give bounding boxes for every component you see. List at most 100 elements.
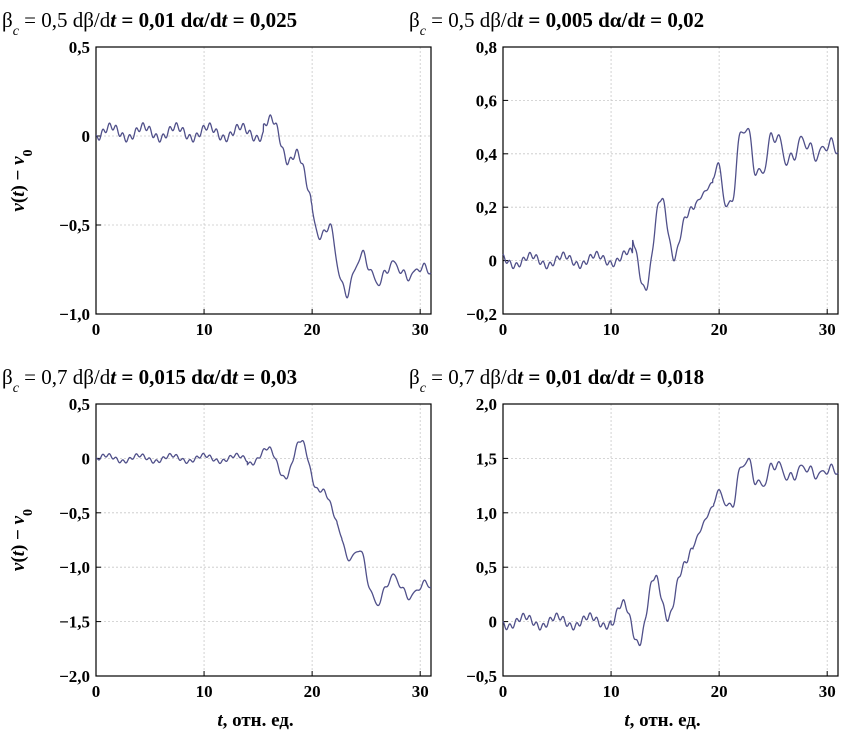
y-tick-label: −0,5 xyxy=(59,504,90,523)
series-line xyxy=(95,440,432,607)
title-fragment: t xyxy=(517,365,524,389)
y-tick-label: 0,5 xyxy=(69,38,90,57)
ylabel-v0: v xyxy=(8,515,29,524)
title-fragment: t xyxy=(639,8,646,32)
title-fragment: β xyxy=(2,365,13,389)
x-tick-label: 30 xyxy=(819,320,836,339)
y-tick-label: −1,0 xyxy=(59,305,90,324)
title-fragment: β xyxy=(409,365,420,389)
ylabel-paren: ( xyxy=(8,556,29,562)
title-fragment: = xyxy=(116,365,138,389)
panel-4: 0 10 20 302,01,51,00,50−0,5t, отн. ед. xyxy=(466,395,839,731)
ylabel-sub: 0 xyxy=(21,149,36,156)
title-fragment: 0,025 xyxy=(250,8,297,32)
panel-title-2: βc = 0,5 dβ/dt = 0,005 dα/dt = 0,02 xyxy=(409,8,704,39)
x-tick-label: 20 xyxy=(304,320,321,339)
title-fragment: = xyxy=(19,365,41,389)
panel-title-text: βc = 0,5 dβ/dt = 0,005 dα/dt = 0,02 xyxy=(409,8,704,39)
panel-3: 0 10 20 300,50−0,5−1,0−1,5−2,0v(t) − v0t, о… xyxy=(8,395,432,731)
series-line xyxy=(95,114,432,299)
title-fragment: = xyxy=(227,8,249,32)
panel-title-1: βc = 0,5 dβ/dt = 0,01 dα/dt = 0,025 xyxy=(2,8,297,39)
xlabel-t: t xyxy=(217,710,223,731)
y-tick-label: 0 xyxy=(82,127,91,146)
panel-title-text: βc = 0,5 dβ/dt = 0,01 dα/dt = 0,025 xyxy=(2,8,297,39)
x-axis-label: t, отн. ед. xyxy=(217,710,293,731)
title-fragment: 0,7 xyxy=(448,365,474,389)
y-tick-label: 0 xyxy=(489,252,498,271)
x-tick-label: 0 xyxy=(92,682,101,701)
title-fragment: dα/d xyxy=(593,8,639,32)
title-fragment: 0,01 xyxy=(139,8,176,32)
ylabel-t: t xyxy=(8,550,29,556)
title-fragment: c xyxy=(420,381,427,396)
plot-frame xyxy=(502,403,839,677)
title-fragment: 0,018 xyxy=(657,365,704,389)
x-tick-label: 20 xyxy=(711,320,728,339)
ylabel-minus: ) − xyxy=(8,524,29,551)
title-fragment: = xyxy=(645,8,667,32)
x-tick-label: 0 xyxy=(499,320,508,339)
ylabel-sub: 0 xyxy=(21,509,36,516)
title-fragment: = xyxy=(523,8,545,32)
panel-1: 0 10 20 300,50−0,5−1,0v(t) − v0 xyxy=(8,38,432,339)
title-fragment: t xyxy=(110,365,117,389)
x-tick-label: 0 xyxy=(499,682,508,701)
y-tick-label: 0,4 xyxy=(476,145,498,164)
y-tick-label: −1,5 xyxy=(59,613,90,632)
title-fragment: dβ/d xyxy=(68,365,111,389)
title-fragment: = xyxy=(238,365,260,389)
x-tick-label: 10 xyxy=(196,682,213,701)
y-tick-label: 0 xyxy=(82,449,91,468)
x-tick-label: 10 xyxy=(196,320,213,339)
xlabel-rest: , отн. ед. xyxy=(630,710,701,731)
panel-title-text: βc = 0,7 dβ/dt = 0,01 dα/dt = 0,018 xyxy=(409,365,704,396)
title-fragment: dβ/d xyxy=(475,365,518,389)
ylabel-v0: v xyxy=(8,156,29,165)
y-tick-label: −0,5 xyxy=(59,216,90,235)
xlabel-rest: , отн. ед. xyxy=(223,710,294,731)
title-fragment: 0,7 xyxy=(41,365,67,389)
y-tick-label: 0,6 xyxy=(476,91,497,110)
ylabel-minus: ) − xyxy=(8,165,29,192)
title-fragment: β xyxy=(409,8,420,32)
title-fragment: t xyxy=(629,365,636,389)
title-fragment: t xyxy=(222,8,229,32)
x-tick-label: 30 xyxy=(412,682,429,701)
title-fragment: dα/d xyxy=(175,8,221,32)
ylabel-paren: ( xyxy=(8,197,29,203)
y-tick-label: 0,5 xyxy=(476,558,497,577)
panel-title-3: βc = 0,7 dβ/dt = 0,015 dα/dt = 0,03 xyxy=(2,365,297,396)
plot-frame xyxy=(95,46,432,315)
x-tick-label: 20 xyxy=(711,682,728,701)
title-fragment: t xyxy=(232,365,239,389)
title-fragment: 0,02 xyxy=(667,8,704,32)
y-tick-label: 0,2 xyxy=(476,198,497,217)
x-axis-label: t, отн. ед. xyxy=(624,710,700,731)
series-line xyxy=(502,127,839,291)
title-fragment: = xyxy=(634,365,656,389)
y-tick-label: 2,0 xyxy=(476,395,497,414)
title-fragment: t xyxy=(110,8,117,32)
y-tick-label: −1,0 xyxy=(59,558,90,577)
title-fragment: = xyxy=(116,8,138,32)
title-fragment: dβ/d xyxy=(475,8,518,32)
x-tick-label: 20 xyxy=(304,682,321,701)
y-tick-label: 1,5 xyxy=(476,449,497,468)
title-fragment: 0,005 xyxy=(546,8,593,32)
panel-2: 0 10 20 300,80,60,40,20−0,2 xyxy=(466,38,839,339)
x-tick-label: 0 xyxy=(92,320,101,339)
x-tick-label: 30 xyxy=(819,682,836,701)
title-fragment: c xyxy=(13,24,20,39)
x-tick-label: 10 xyxy=(603,682,620,701)
x-tick-label: 30 xyxy=(412,320,429,339)
title-fragment: 0,03 xyxy=(260,365,297,389)
title-fragment: c xyxy=(13,381,20,396)
panel-title-4: βc = 0,7 dβ/dt = 0,01 dα/dt = 0,018 xyxy=(409,365,704,396)
title-fragment: dβ/d xyxy=(68,8,111,32)
title-fragment: = xyxy=(426,8,448,32)
y-axis-label: v(t) − v0 xyxy=(8,149,36,211)
panel-title-text: βc = 0,7 dβ/dt = 0,015 dα/dt = 0,03 xyxy=(2,365,297,396)
ylabel-t: t xyxy=(8,191,29,197)
